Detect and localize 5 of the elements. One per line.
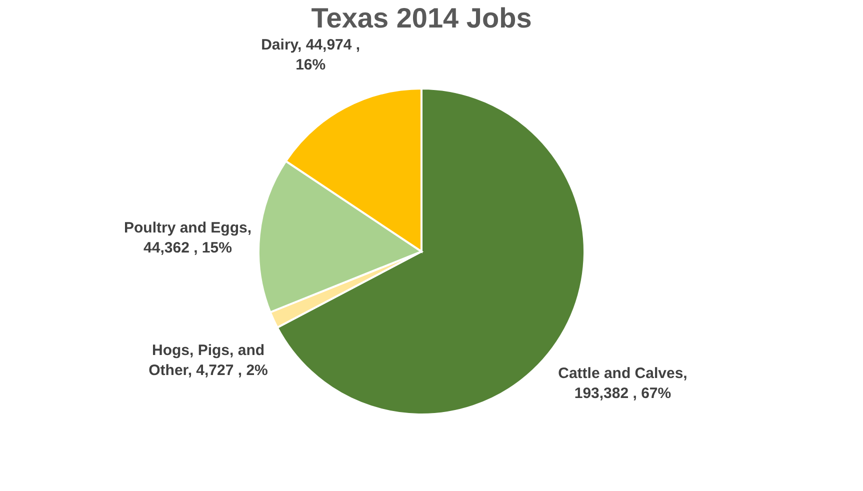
slice-label: Hogs, Pigs, and Other, 4,727 , 2% — [148, 342, 268, 380]
slice-label: Cattle and Calves, 193,382 , 67% — [558, 364, 688, 402]
chart-title: Texas 2014 Jobs — [311, 2, 532, 34]
slice-label: Poultry and Eggs, 44,362 , 15% — [124, 219, 252, 256]
slice-label: Dairy, 44,974 , 16% — [261, 36, 360, 74]
